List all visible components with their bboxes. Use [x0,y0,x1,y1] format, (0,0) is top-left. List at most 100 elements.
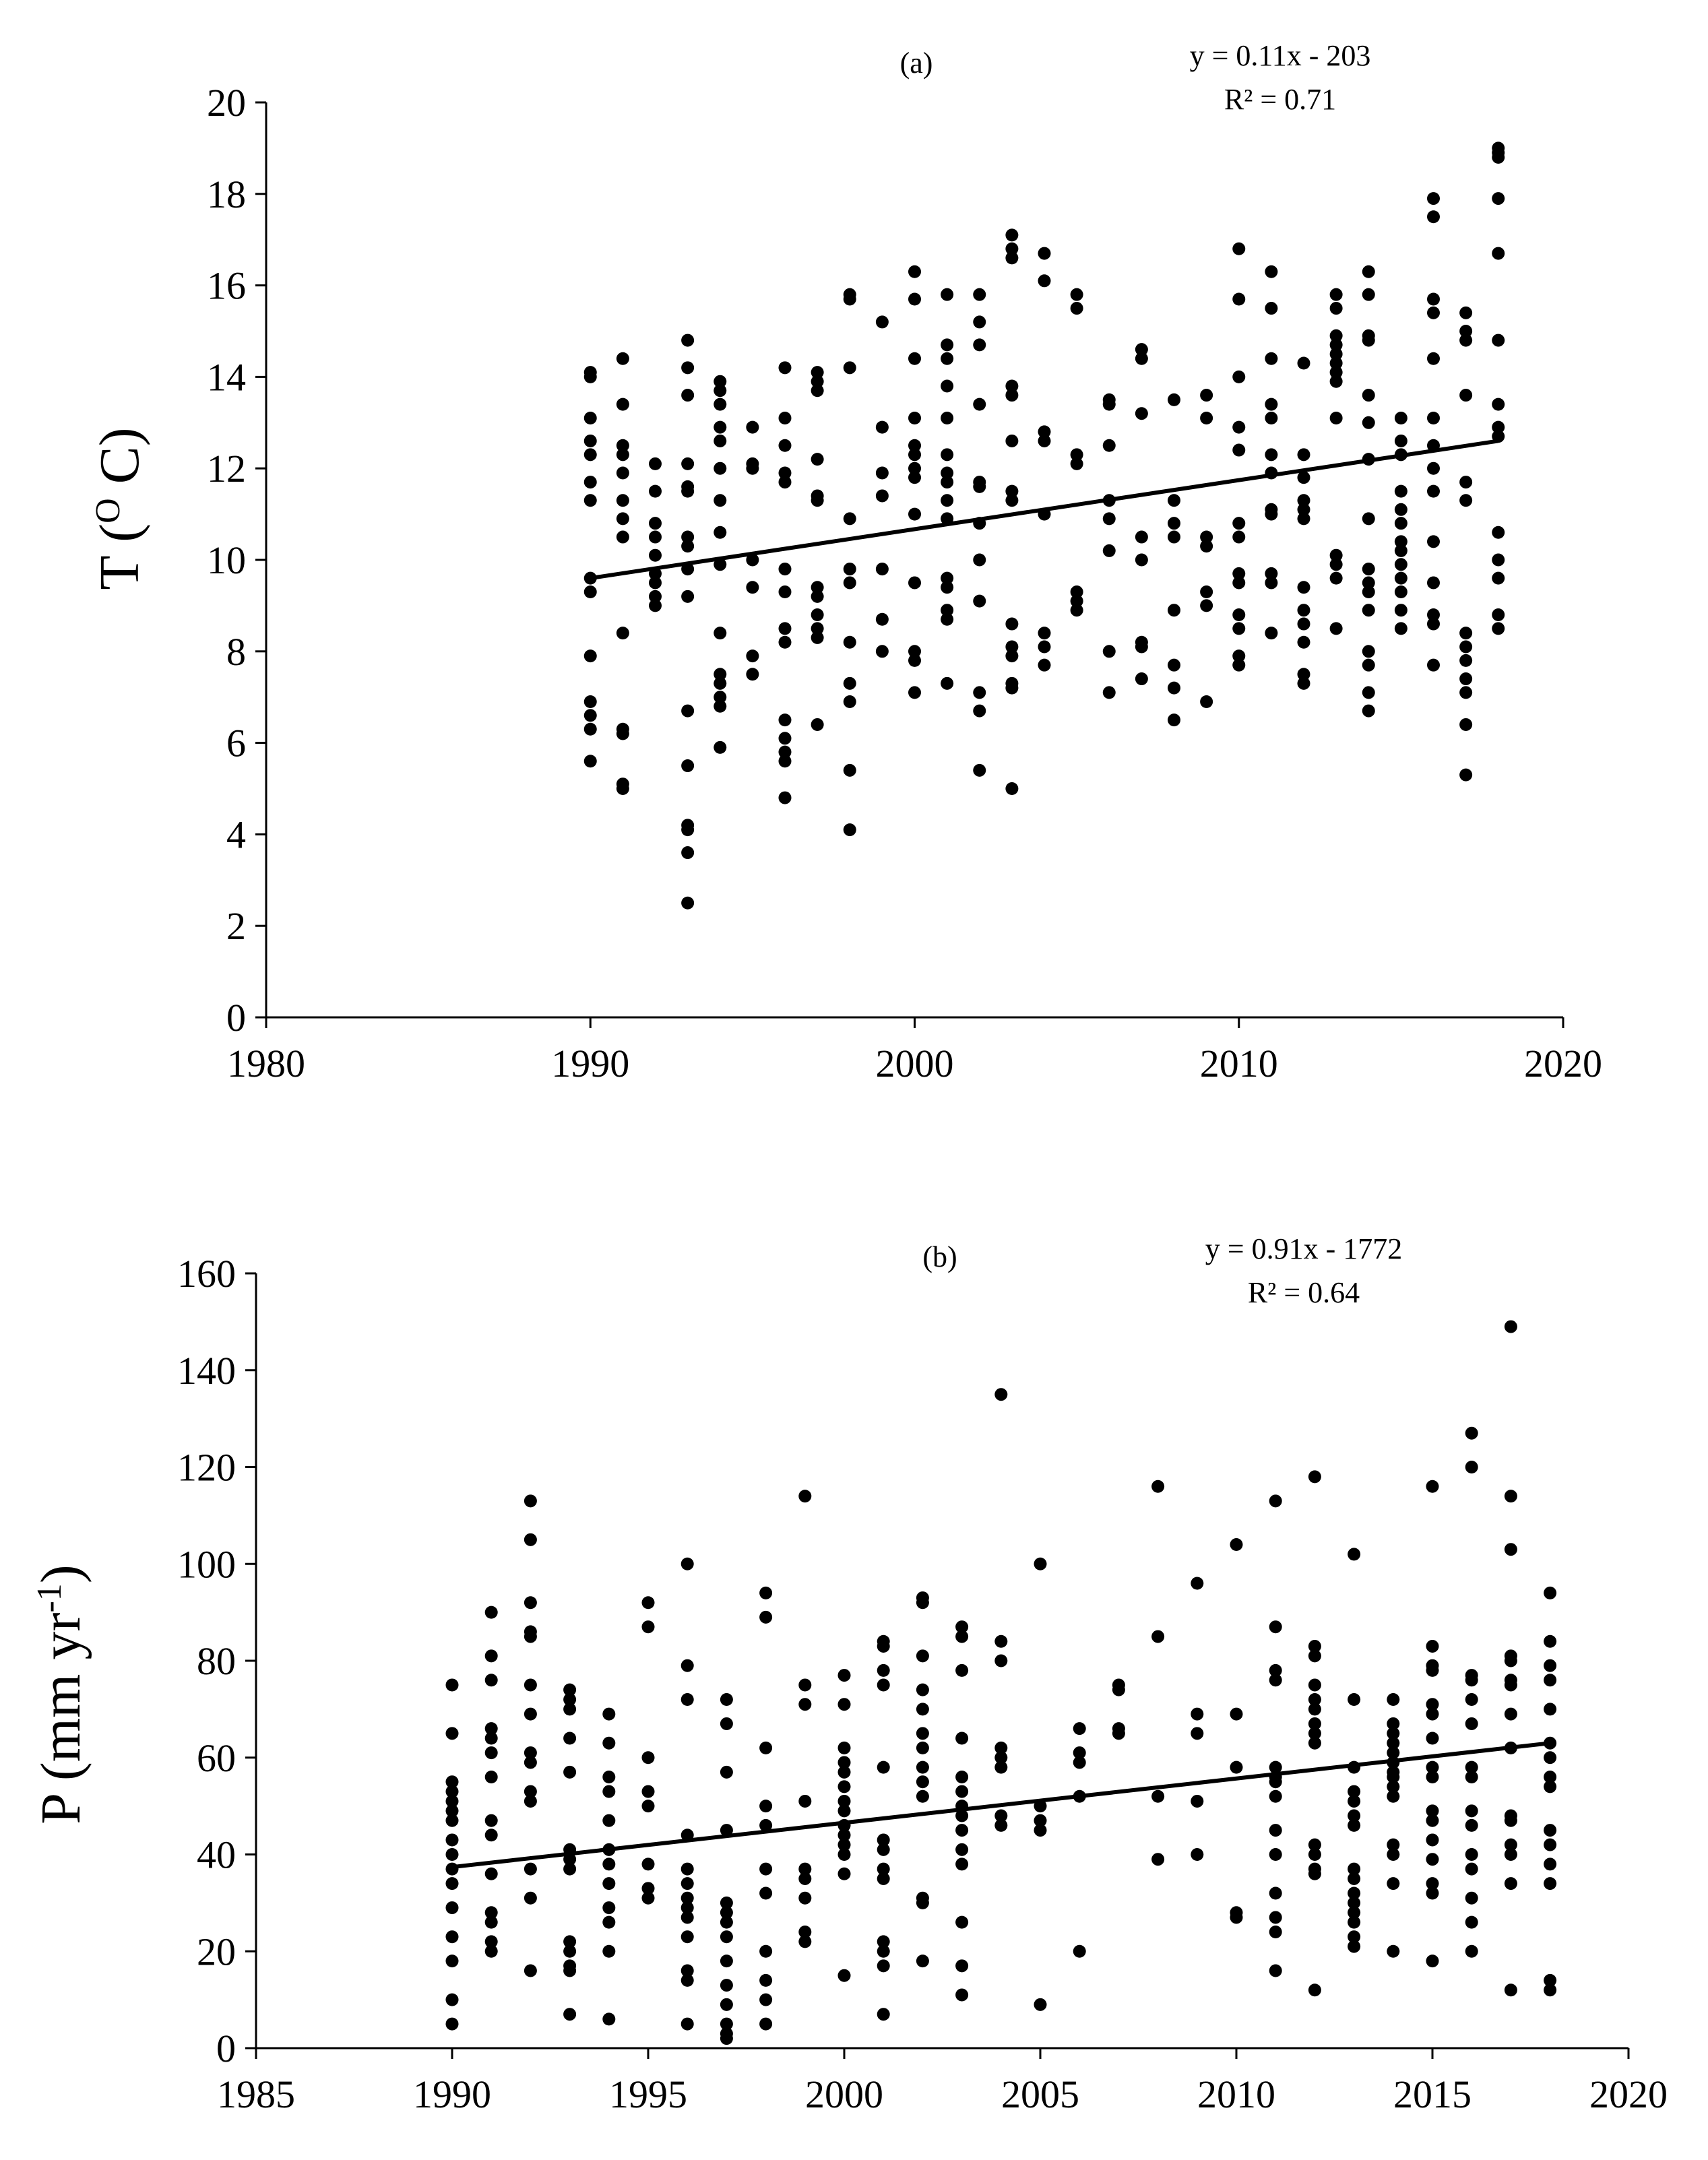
data-point [1459,654,1473,667]
panel-a-y-tick-label: 14 [207,355,246,399]
data-point [843,576,856,590]
data-point [1135,343,1148,356]
data-point [714,462,727,475]
data-point [720,2017,733,2031]
panel-a-equation: y = 0.11x - 203 [1190,39,1371,72]
data-point [955,1959,969,1973]
data-point [1348,1794,1361,1808]
data-point [1459,325,1473,338]
data-point [1329,347,1343,360]
data-point [1394,412,1407,425]
data-point [1387,1727,1400,1740]
data-point [445,1785,459,1798]
data-point [875,563,889,576]
data-point [877,1944,890,1958]
data-point [563,1964,577,1977]
data-point [1297,581,1310,594]
data-point [1005,484,1019,498]
data-point [1308,1678,1321,1692]
data-point [1362,265,1375,278]
data-point [1492,608,1505,621]
data-point [1492,150,1505,164]
data-point [1308,1983,1321,1997]
data-point [714,676,727,690]
data-point [1005,782,1019,795]
data-point [1151,1853,1165,1866]
data-point [681,2017,694,2031]
data-point [583,494,597,507]
data-point [1427,535,1440,548]
data-point [1362,686,1375,699]
data-point [681,1862,694,1876]
data-point [1070,457,1083,470]
data-point [563,1703,577,1716]
data-point [1070,302,1083,315]
data-point [1394,622,1407,635]
data-point [941,448,954,462]
data-point [955,1785,969,1798]
data-point [941,604,954,617]
data-point [798,1678,812,1692]
data-point [484,1649,498,1663]
data-point [1348,1809,1361,1822]
panel-a-x-tick-label: 1990 [551,1042,629,1085]
data-point [445,1727,459,1740]
data-point [955,1620,969,1634]
data-point [941,571,954,585]
data-point [563,1765,577,1779]
panel-a-y-axis-label: T (O C) [88,427,151,590]
data-point [714,526,727,539]
data-point [1168,713,1180,727]
data-point [602,1785,616,1798]
data-point [484,1746,498,1760]
data-point [778,361,792,375]
data-point [973,338,986,352]
data-point [778,466,792,480]
data-point [524,1630,537,1643]
data-point [877,1833,890,1847]
data-point [445,1930,459,1944]
data-point [941,581,954,594]
data-point [681,846,695,860]
data-point [720,1998,733,2011]
data-point [1200,412,1213,425]
panel-b-y-tick-label: 140 [177,1349,236,1393]
data-point [681,1693,694,1706]
data-point [720,1915,733,1929]
data-point [1269,1964,1282,1977]
data-point [1073,1944,1086,1958]
panel-b-x-tick-label: 1990 [413,2072,491,2116]
data-point [746,581,759,594]
data-point [1265,507,1278,521]
data-point [843,512,856,526]
data-point [837,1765,851,1779]
data-point [1426,1698,1439,1711]
data-point [1492,192,1505,205]
data-point [875,612,889,626]
data-point [641,1882,655,1895]
panel-b-axes: 0 20 40 60 80 100 120 140 160 1985 1990 1995 2000 200… [177,1252,1668,2116]
data-point [1329,412,1343,425]
data-point [1459,672,1473,686]
data-point [1034,1814,1047,1827]
data-point [1269,1848,1282,1861]
data-point [1492,571,1505,585]
data-point [941,288,954,301]
data-point [908,352,921,365]
data-point [1005,649,1019,663]
data-point [916,1703,929,1716]
data-point [1465,1848,1478,1861]
data-point [1504,1983,1517,1997]
data-point [1005,242,1019,255]
data-point [759,1973,773,1987]
panel-b-x-tick-label: 2020 [1589,2072,1668,2116]
data-point [916,1896,929,1909]
data-point [837,1969,851,1982]
data-point [759,1800,773,1813]
data-point [1308,1736,1321,1750]
data-point [1459,627,1473,640]
data-point [1191,1577,1204,1590]
data-point [843,695,856,708]
data-point [1232,530,1246,544]
data-point [1297,668,1310,681]
